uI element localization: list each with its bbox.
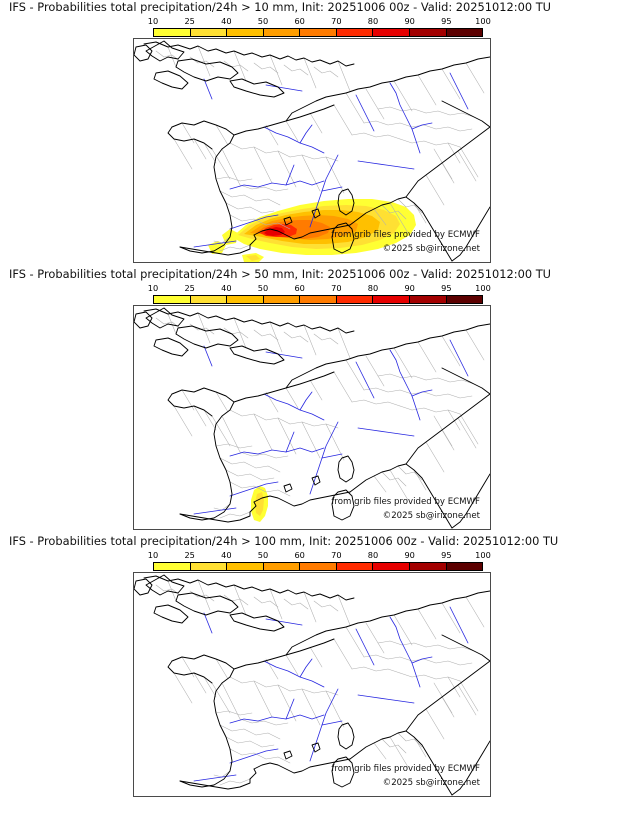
panel-title-100mm: IFS - Probabilities total precipitation/… [9, 534, 559, 548]
colorbar-tick-label: 90 [404, 550, 415, 560]
colorbar-tick-label: 80 [367, 550, 379, 560]
colorbar-segment [154, 296, 190, 303]
ecmwf-credit: from grib files provided by ECMWF [331, 497, 480, 507]
colorbar-tick-label: 50 [257, 16, 269, 26]
panel-title-50mm: IFS - Probabilities total precipitation/… [9, 267, 552, 281]
map-wrap-10mm: from grib files provided by ECMWF ©2025 … [133, 38, 491, 263]
colorbar-gradient [153, 295, 483, 304]
colorbar-tick-label: 10 [147, 16, 159, 26]
colorbar-segment [408, 563, 446, 570]
admin-borders [155, 312, 485, 519]
colorbar-tick-label: 50 [257, 550, 269, 560]
colorbar-tick-label: 25 [184, 283, 195, 293]
colorbar-segment [335, 563, 373, 570]
colorbar-segment [226, 296, 263, 303]
coastlines [134, 307, 490, 529]
colorbar-tick-label: 100 [475, 16, 491, 26]
colorbar-tick-label: 50 [257, 283, 269, 293]
colorbar-tick-label: 95 [441, 550, 452, 560]
colorbar-segment [445, 563, 483, 570]
colorbar-50mm: 10 25 40 50 60 70 80 90 95 100 [0, 282, 630, 305]
colorbar-tick-label: 90 [404, 16, 415, 26]
geography-layer [134, 40, 490, 262]
colorbar-tick-label: 70 [331, 550, 342, 560]
colorbar-segment [189, 563, 227, 570]
colorbar-tick-label: 10 [147, 550, 159, 560]
rivers [193, 72, 469, 248]
colorbar-segment [262, 29, 300, 36]
colorbar-tick-label: 60 [294, 16, 305, 26]
map-wrap-100mm: from grib files provided by ECMWF ©2025 … [133, 572, 491, 797]
colorbar-segment [372, 29, 409, 36]
colorbar-100mm: 10 25 40 50 60 70 80 90 95 100 [0, 549, 630, 572]
colorbar-segment [372, 563, 409, 570]
admin-borders [155, 579, 485, 786]
colorbar-segment [262, 563, 300, 570]
copyright-credit: ©2025 sb@irizone.net [382, 244, 480, 254]
map-50mm[interactable]: from grib files provided by ECMWF ©2025 … [133, 305, 491, 530]
colorbar-tick-label: 25 [184, 550, 195, 560]
colorbar-tick-label: 10 [147, 283, 159, 293]
coastlines [134, 40, 490, 262]
colorbar-segment [154, 563, 190, 570]
colorbar-segment [408, 296, 446, 303]
colorbar-tick-label: 80 [367, 283, 379, 293]
copyright-credit: ©2025 sb@irizone.net [382, 778, 480, 788]
map-100mm[interactable]: from grib files provided by ECMWF ©2025 … [133, 572, 491, 797]
panel-10mm: IFS - Probabilities total precipitation/… [0, 0, 630, 263]
colorbar-tick-label: 40 [221, 550, 232, 560]
colorbar-tick-label: 100 [475, 283, 491, 293]
colorbar-segment [226, 563, 263, 570]
map-wrap-50mm: from grib files provided by ECMWF ©2025 … [133, 305, 491, 530]
rivers [193, 339, 469, 515]
colorbar-segment [445, 29, 483, 36]
colorbar-tick-label: 60 [294, 283, 305, 293]
colorbar-tick-label: 95 [441, 283, 452, 293]
colorbar-tick-label: 70 [331, 283, 342, 293]
colorbar-10mm: 10 25 40 50 60 70 80 90 95 100 [0, 15, 630, 38]
colorbar-tick-label: 95 [441, 16, 452, 26]
probability-contour [246, 255, 260, 261]
coastlines [134, 574, 490, 796]
precip-field-10mm [208, 199, 416, 262]
copyright-credit: ©2025 sb@irizone.net [382, 511, 480, 521]
panel-50mm: IFS - Probabilities total precipitation/… [0, 267, 630, 530]
colorbar-segment [372, 296, 409, 303]
colorbar-tick-label: 25 [184, 16, 195, 26]
colorbar-gradient [153, 28, 483, 37]
colorbar-tick-label: 100 [475, 550, 491, 560]
colorbar-segment [299, 296, 336, 303]
rivers [193, 606, 469, 782]
ecmwf-credit: from grib files provided by ECMWF [331, 764, 480, 774]
colorbar-tick-label: 40 [221, 283, 232, 293]
colorbar-segment [189, 296, 227, 303]
colorbar-ticks: 10 25 40 50 60 70 80 90 95 100 [0, 282, 630, 294]
colorbar-tick-label: 40 [221, 16, 232, 26]
colorbar-tick-label: 80 [367, 16, 379, 26]
colorbar-segment [408, 29, 446, 36]
panel-title-10mm: IFS - Probabilities total precipitation/… [9, 0, 552, 14]
colorbar-segment [299, 563, 336, 570]
colorbar-tick-label: 70 [331, 16, 342, 26]
geography-layer [134, 574, 490, 796]
geography-layer [134, 307, 490, 529]
colorbar-segment [335, 296, 373, 303]
colorbar-ticks: 10 25 40 50 60 70 80 90 95 100 [0, 15, 630, 27]
colorbar-segment [299, 29, 336, 36]
colorbar-segment [189, 29, 227, 36]
colorbar-tick-label: 90 [404, 283, 415, 293]
colorbar-segment [445, 296, 483, 303]
panel-100mm: IFS - Probabilities total precipitation/… [0, 534, 630, 797]
ecmwf-credit: from grib files provided by ECMWF [331, 230, 480, 240]
colorbar-segment [335, 29, 373, 36]
colorbar-gradient [153, 562, 483, 571]
map-10mm[interactable]: from grib files provided by ECMWF ©2025 … [133, 38, 491, 263]
colorbar-tick-label: 60 [294, 550, 305, 560]
colorbar-segment [154, 29, 190, 36]
colorbar-ticks: 10 25 40 50 60 70 80 90 95 100 [0, 549, 630, 561]
colorbar-segment [262, 296, 300, 303]
colorbar-segment [226, 29, 263, 36]
admin-borders [155, 45, 485, 252]
